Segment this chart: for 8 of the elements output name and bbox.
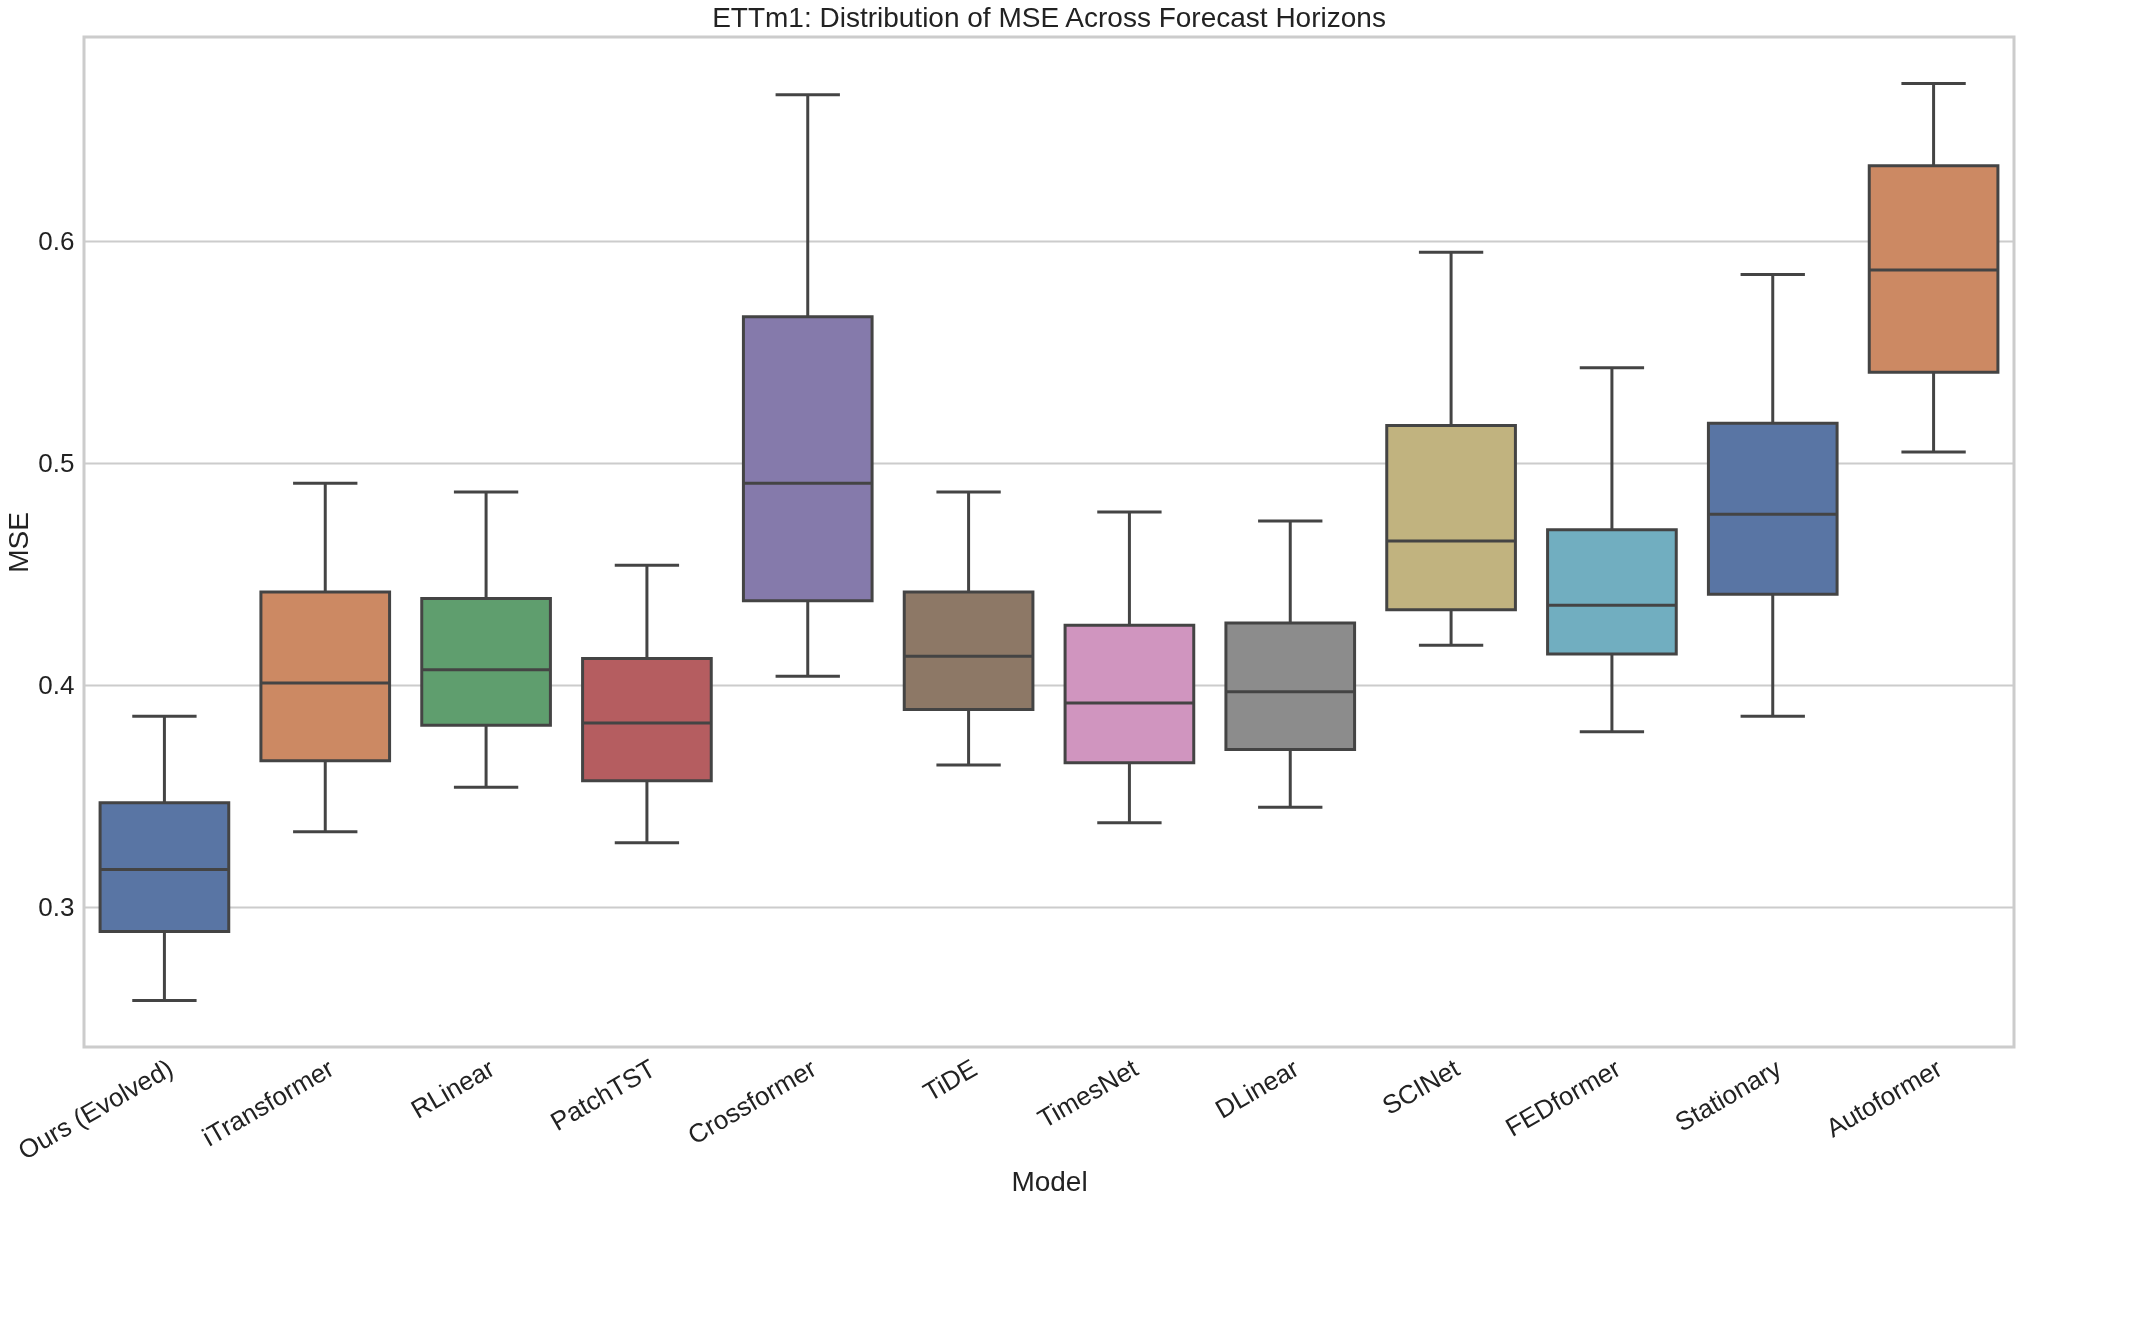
- y-axis-title: MSE: [3, 512, 35, 573]
- y-tick-label: 0.6: [38, 225, 75, 256]
- x-tick-label: TiDE: [917, 1052, 983, 1108]
- y-tick-label: 0.5: [38, 447, 75, 478]
- y-tick-label: 0.4: [38, 669, 75, 700]
- x-axis-title: Model: [1011, 1165, 1088, 1197]
- y-tick-label: 0.3: [38, 891, 75, 922]
- chart-title: ETTm1: Distribution of MSE Across Forecast Horizons: [712, 2, 1386, 33]
